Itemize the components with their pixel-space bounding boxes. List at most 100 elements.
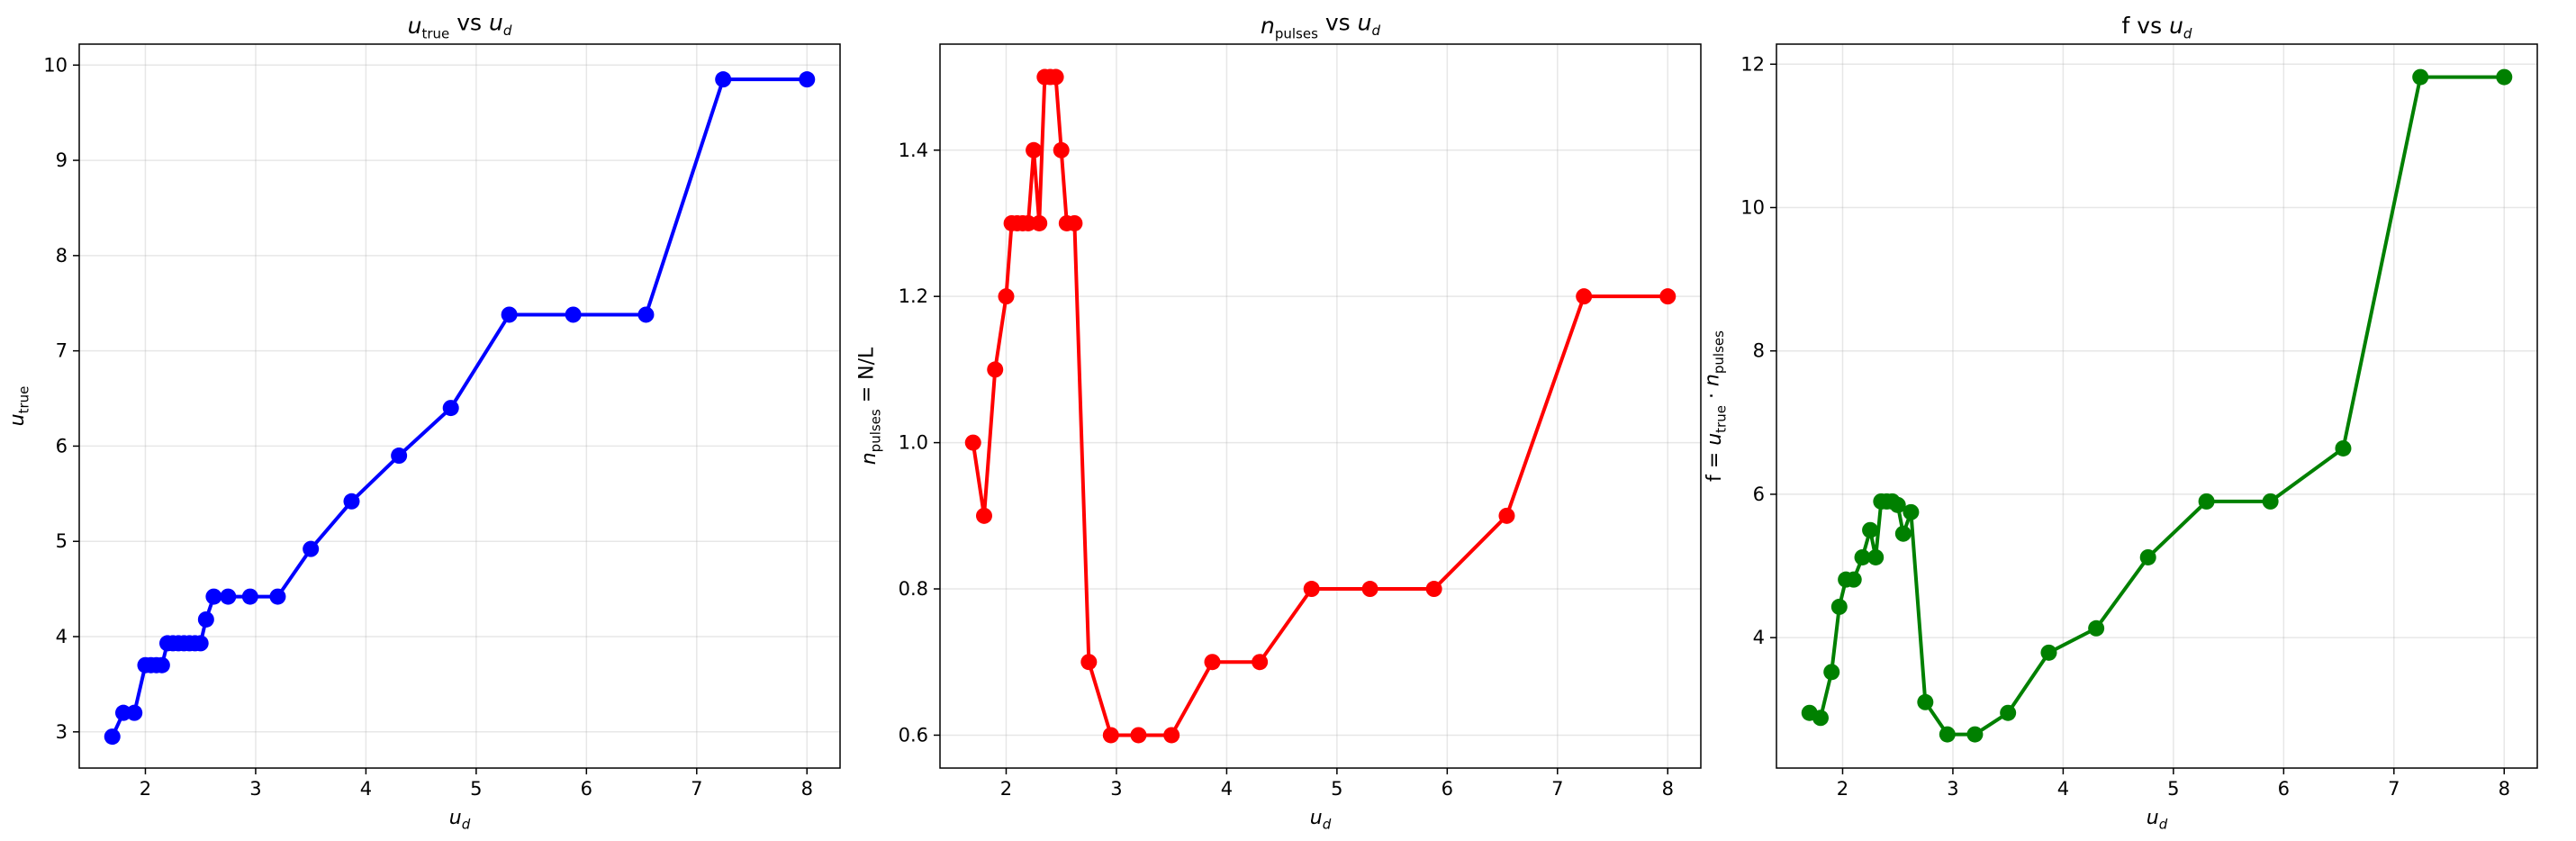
x-tick-label: 5 (470, 778, 482, 800)
x-tick-label: 2 (1837, 778, 1848, 800)
data-point (1204, 654, 1221, 671)
data-point (1053, 141, 1070, 158)
data-point (1812, 710, 1829, 727)
y-tick-label: 6 (56, 435, 68, 457)
data-point (1026, 141, 1043, 158)
x-axis-label: ud (1310, 807, 1332, 832)
y-tick-label: 4 (1753, 627, 1765, 648)
y-tick-label: 1.4 (899, 140, 928, 161)
data-point (1862, 521, 1879, 538)
data-point (2000, 704, 2017, 721)
data-point (391, 448, 408, 465)
x-axis-label: ud (2147, 807, 2168, 832)
y-tick-label: 10 (43, 54, 68, 76)
x-tick-label: 7 (1551, 778, 1563, 800)
plot-frame (939, 43, 1702, 769)
data-point (241, 588, 258, 605)
data-point (269, 588, 286, 605)
data-point (2088, 619, 2105, 637)
data-point (1576, 288, 1593, 305)
chart-title: npulses vs ud (1261, 10, 1381, 42)
data-point (2262, 493, 2279, 510)
data-point (1966, 726, 1984, 743)
y-tick-label: 1.0 (899, 432, 928, 454)
x-tick-label: 5 (1331, 778, 1342, 800)
y-tick-label: 5 (56, 530, 68, 552)
x-tick-label: 4 (1221, 778, 1233, 800)
x-tick-label: 2 (140, 778, 151, 800)
data-point (1163, 727, 1180, 744)
data-point (1917, 693, 1934, 710)
data-point (303, 540, 320, 557)
x-tick-label: 7 (2388, 778, 2400, 800)
x-tick-label: 6 (2278, 778, 2290, 800)
chart-panel-2: 2 3 4 5 6 7 8 0.6 0.8 1.0 1.2 1.4 npulses vs ud ud npu… (856, 10, 1702, 832)
data-point (1845, 571, 1862, 588)
data-point (2198, 493, 2215, 510)
data-point (205, 588, 222, 605)
data-point (153, 656, 170, 674)
data-point (987, 361, 1004, 378)
y-tick-label: 12 (1740, 53, 1765, 75)
data-point (715, 71, 732, 88)
plot-frame (1776, 43, 2538, 769)
x-axis-label: ud (449, 807, 471, 832)
y-axis-label: f = utrue · npulses (1702, 330, 1730, 482)
data-point (975, 507, 992, 524)
data-point (1903, 503, 1920, 520)
data-point (799, 71, 816, 88)
data-point (637, 306, 655, 323)
x-tick-label: 4 (360, 778, 372, 800)
data-point (2496, 68, 2513, 86)
y-axis-label: utrue (6, 386, 32, 427)
x-tick-label: 7 (691, 778, 702, 800)
x-tick-label: 8 (801, 778, 813, 800)
x-tick-label: 3 (1110, 778, 1122, 800)
data-point (192, 635, 209, 652)
data-point (1425, 581, 1442, 598)
data-point (1252, 654, 1269, 671)
data-point (104, 728, 121, 746)
data-point (2040, 644, 2057, 661)
data-point (343, 493, 360, 510)
y-tick-label: 0.8 (899, 578, 928, 600)
x-tick-label: 6 (1442, 778, 1453, 800)
data-point (1823, 664, 1840, 681)
data-point (220, 588, 237, 605)
plot-frame (78, 43, 841, 769)
data-point (964, 434, 981, 451)
y-tick-label: 1.2 (899, 285, 928, 307)
x-tick-label: 5 (2167, 778, 2179, 800)
data-point (501, 306, 518, 323)
data-point (2139, 548, 2156, 565)
x-tick-label: 2 (1000, 778, 1012, 800)
chart-panel-1: 2 3 4 5 6 7 8 3 4 5 6 7 8 9 10 utrue vs ud ud utrue (6, 10, 841, 832)
chart-title: utrue vs ud (408, 10, 512, 42)
x-tick-label: 6 (581, 778, 592, 800)
data-point (1867, 548, 1885, 565)
data-point (1130, 727, 1147, 744)
data-point (1102, 727, 1119, 744)
data-point (1361, 581, 1378, 598)
data-point (1066, 214, 1083, 231)
y-tick-label: 7 (56, 340, 68, 362)
chart-title: f vs ud (2122, 13, 2192, 41)
data-point (1498, 507, 1515, 524)
x-tick-label: 3 (1947, 778, 1958, 800)
series-line (971, 75, 1668, 737)
y-tick-label: 3 (56, 721, 68, 743)
series-line (1808, 75, 2505, 737)
data-point (1659, 288, 1677, 305)
data-point (1080, 654, 1098, 671)
data-point (1303, 581, 1320, 598)
y-tick-label: 0.6 (899, 724, 928, 746)
x-tick-label: 8 (2499, 778, 2510, 800)
data-point (2335, 439, 2352, 457)
x-tick-label: 3 (249, 778, 261, 800)
data-point (1939, 726, 1956, 743)
data-point (998, 288, 1015, 305)
y-tick-label: 6 (1753, 484, 1765, 505)
y-tick-label: 10 (1740, 196, 1765, 218)
data-point (1894, 525, 1912, 542)
